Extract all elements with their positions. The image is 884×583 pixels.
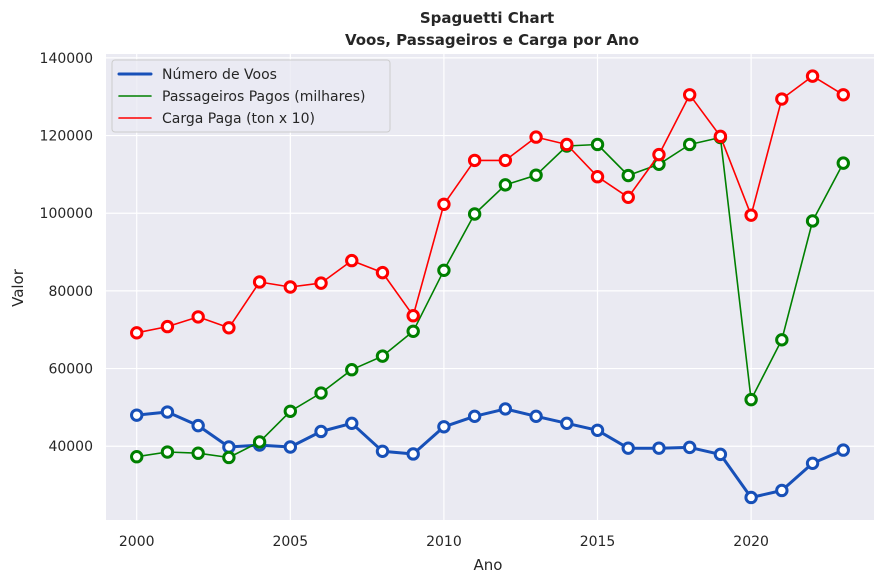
data-point-passageiros bbox=[437, 263, 451, 278]
x-axis-label: Ano bbox=[474, 556, 503, 574]
data-point-passageiros bbox=[529, 168, 543, 182]
x-tick-label: 2020 bbox=[733, 534, 769, 550]
data-point-carga bbox=[836, 88, 850, 102]
data-point-carga bbox=[682, 88, 697, 102]
series-voos bbox=[130, 402, 850, 505]
data-point-voos bbox=[406, 447, 420, 461]
data-point-carga bbox=[529, 130, 543, 144]
y-axis-label: Valor bbox=[9, 268, 27, 307]
data-point-passageiros bbox=[836, 156, 850, 170]
data-point-passageiros bbox=[621, 168, 635, 183]
data-point-carga bbox=[191, 310, 205, 324]
series-group bbox=[130, 69, 850, 505]
data-point-voos bbox=[375, 444, 390, 458]
data-point-carga bbox=[130, 326, 144, 340]
data-point-carga bbox=[713, 129, 728, 144]
data-point-voos bbox=[314, 424, 328, 439]
data-point-voos bbox=[191, 418, 205, 433]
data-point-voos bbox=[222, 440, 236, 454]
data-point-passageiros bbox=[191, 446, 205, 460]
data-point-passageiros bbox=[467, 207, 482, 221]
data-point-passageiros bbox=[222, 450, 236, 465]
data-point-voos bbox=[590, 423, 605, 437]
legend-label-voos: Número de Voos bbox=[162, 67, 277, 83]
data-point-passageiros bbox=[160, 445, 175, 459]
x-tick-label: 2005 bbox=[272, 534, 308, 550]
data-point-passageiros bbox=[406, 324, 420, 338]
legend-label-carga: Carga Paga (ton x 10) bbox=[162, 111, 315, 127]
y-tick-label: 100000 bbox=[40, 206, 93, 222]
legend-box bbox=[111, 59, 391, 133]
data-point-voos bbox=[130, 408, 144, 422]
data-point-passageiros bbox=[375, 349, 390, 363]
data-point-voos bbox=[713, 447, 728, 462]
x-tick-labels: 2000 2005 2010 2015 2020 bbox=[119, 534, 769, 550]
data-point-voos bbox=[744, 490, 758, 505]
data-point-voos bbox=[498, 402, 513, 416]
chart-subtitle: Voos, Passageiros e Carga por Ano bbox=[345, 31, 639, 49]
x-tick-label: 2000 bbox=[119, 534, 155, 550]
data-point-passageiros bbox=[805, 214, 820, 228]
y-tick-label: 140000 bbox=[40, 51, 93, 67]
data-point-passageiros bbox=[283, 404, 298, 418]
series-carga bbox=[130, 69, 850, 340]
data-point-voos bbox=[621, 441, 635, 455]
legend: Número de Voos Passageiros Pagos (milhar… bbox=[111, 59, 391, 133]
data-point-voos bbox=[805, 456, 820, 471]
data-point-voos bbox=[652, 441, 666, 455]
data-point-carga bbox=[345, 253, 359, 268]
y-tick-label: 120000 bbox=[40, 129, 93, 145]
data-point-carga bbox=[222, 321, 236, 335]
data-point-passageiros bbox=[314, 386, 328, 400]
data-point-carga bbox=[744, 208, 758, 222]
data-point-carga bbox=[652, 147, 666, 162]
data-point-passageiros bbox=[775, 333, 789, 347]
data-point-carga bbox=[314, 276, 328, 290]
data-point-carga bbox=[437, 197, 451, 211]
data-point-voos bbox=[836, 443, 850, 457]
data-point-voos bbox=[283, 440, 298, 454]
data-point-passageiros bbox=[590, 137, 605, 152]
data-point-carga bbox=[283, 280, 298, 294]
data-point-passageiros bbox=[498, 178, 513, 192]
y-tick-label: 40000 bbox=[48, 439, 93, 455]
data-point-carga bbox=[160, 319, 175, 334]
data-point-carga bbox=[406, 309, 420, 323]
data-point-passageiros bbox=[130, 450, 144, 464]
data-point-voos bbox=[529, 409, 543, 424]
x-tick-label: 2015 bbox=[580, 534, 616, 550]
data-point-passageiros bbox=[345, 363, 359, 377]
data-point-voos bbox=[160, 405, 175, 419]
data-point-passageiros bbox=[744, 392, 758, 407]
y-tick-label: 80000 bbox=[48, 284, 93, 300]
data-point-voos bbox=[467, 409, 482, 424]
data-point-carga bbox=[805, 69, 820, 83]
data-point-carga bbox=[467, 153, 482, 168]
data-point-carga bbox=[252, 275, 267, 289]
data-point-voos bbox=[775, 483, 789, 498]
chart-title: Spaguetti Chart bbox=[420, 9, 554, 27]
data-point-carga bbox=[560, 137, 574, 152]
x-tick-label: 2010 bbox=[426, 534, 462, 550]
data-point-carga bbox=[375, 265, 390, 280]
data-point-passageiros bbox=[682, 137, 697, 152]
data-point-carga bbox=[621, 190, 635, 204]
data-point-voos bbox=[437, 420, 451, 434]
legend-label-passageiros: Passageiros Pagos (milhares) bbox=[162, 89, 365, 105]
y-tick-labels: 40000 60000 80000 100000 120000 140000 bbox=[40, 51, 93, 455]
data-point-carga bbox=[498, 153, 513, 168]
data-point-carga bbox=[775, 92, 789, 106]
data-point-voos bbox=[682, 440, 697, 455]
data-point-carga bbox=[590, 170, 605, 184]
data-point-passageiros bbox=[252, 435, 267, 449]
data-point-voos bbox=[560, 416, 574, 431]
series-line-carga bbox=[136, 75, 844, 334]
data-point-voos bbox=[345, 416, 359, 431]
y-tick-label: 60000 bbox=[48, 362, 93, 378]
